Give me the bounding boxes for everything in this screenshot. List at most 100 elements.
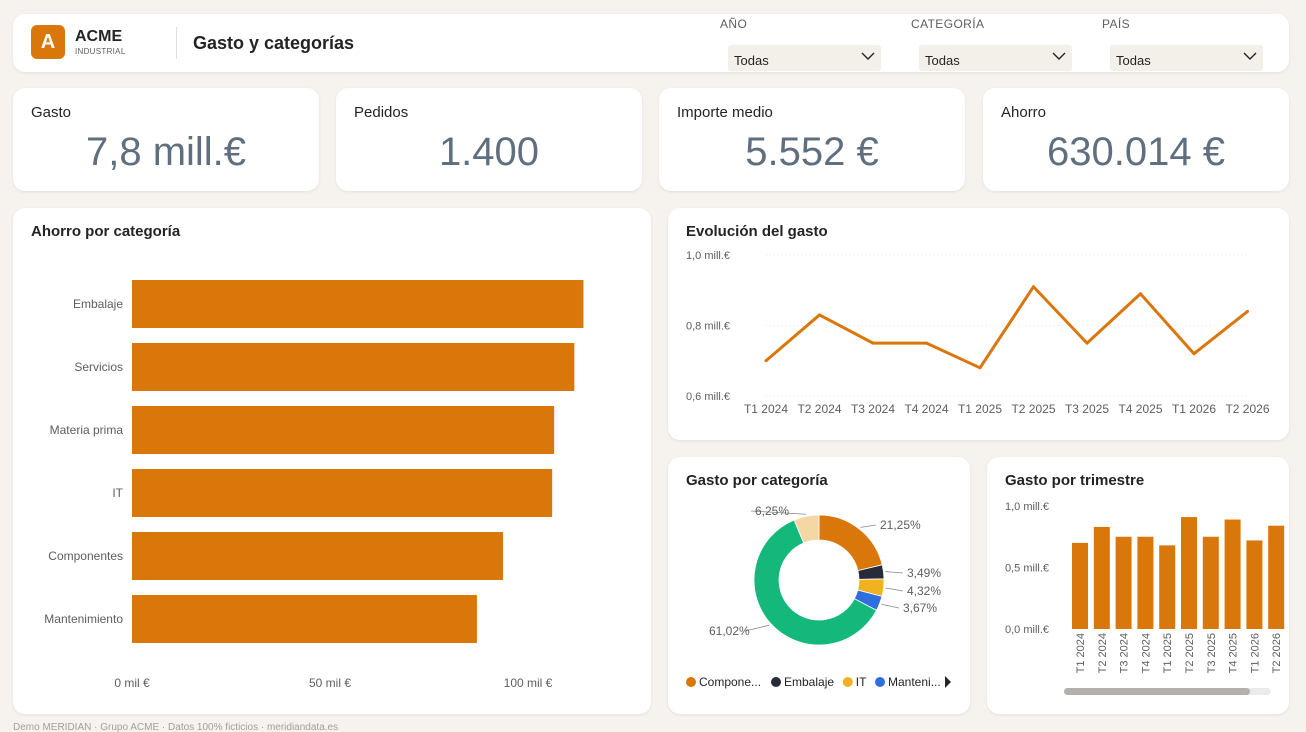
filter-country-dropdown[interactable]: Todas xyxy=(1110,45,1263,71)
x-tick-label: T4 2025 xyxy=(1118,402,1162,416)
kpi-card-importe-medio[interactable]: Importe medio 5.552 € xyxy=(659,88,965,191)
x-tick-label: T4 2024 xyxy=(1140,633,1152,673)
data-point xyxy=(871,341,875,345)
kpi-card-pedidos[interactable]: Pedidos 1.400 xyxy=(336,88,642,191)
filter-year-label: AÑO xyxy=(720,17,748,31)
bar xyxy=(132,469,553,517)
data-point xyxy=(1085,341,1089,345)
x-tick-label: T3 2024 xyxy=(851,402,895,416)
logo-subtitle: INDUSTRIAL xyxy=(75,47,126,56)
acme-logo-icon: A xyxy=(31,25,65,59)
filter-year-dropdown[interactable]: Todas xyxy=(728,45,881,71)
y-tick-label: 0,6 mill.€ xyxy=(686,391,730,403)
line-chart-svg: 0,6 mill.€ 0,8 mill.€ 1,0 mill.€ T1 2024 T2 … xyxy=(686,250,1270,416)
chart-gasto-por-categoria[interactable]: Gasto por categoría 21,25% 3,49% 4,32% 3,67… xyxy=(668,457,970,714)
x-tick-label: T1 2026 xyxy=(1172,402,1216,416)
x-tick-label: T2 2024 xyxy=(797,402,841,416)
kpi-value: 7,8 mill.€ xyxy=(85,130,247,174)
leader-line xyxy=(744,624,770,632)
slice xyxy=(793,514,820,544)
leader-line xyxy=(881,603,900,609)
category-label: Servicios xyxy=(74,360,123,374)
x-tick-label: 100 mil € xyxy=(504,676,553,690)
filter-category-value: Todas xyxy=(925,53,960,68)
x-tick-label: T2 2025 xyxy=(1011,402,1055,416)
data-label: 61,02% xyxy=(709,624,750,638)
bar xyxy=(1072,542,1088,629)
header-bar: A ACME INDUSTRIAL Gasto y categorías AÑO… xyxy=(13,14,1289,72)
bar xyxy=(132,406,555,454)
x-tick-label: T1 2025 xyxy=(958,402,1002,416)
bar xyxy=(132,280,584,328)
kpi-title: Ahorro xyxy=(1001,104,1047,121)
kpi-card-ahorro[interactable]: Ahorro 630.014 € xyxy=(983,88,1289,191)
leader-line xyxy=(750,510,806,515)
kpi-value: 630.014 € xyxy=(1047,130,1225,174)
kpi-value: 5.552 € xyxy=(745,130,879,174)
chevron-down-icon xyxy=(861,52,875,60)
legend-label: Compone... xyxy=(699,675,761,689)
footer-text: Demo MERIDIAN · Grupo ACME · Datos 100% … xyxy=(13,722,339,732)
x-tick-label: T3 2024 xyxy=(1119,633,1131,673)
chart-title: Evolución del gasto xyxy=(686,223,828,240)
data-label: 6,25% xyxy=(755,504,789,518)
bar xyxy=(1137,536,1154,629)
bar xyxy=(1159,545,1176,629)
x-tick-label: T2 2024 xyxy=(1097,633,1109,673)
chart-ahorro-por-categoria[interactable]: Ahorro por categoría Embalaje Servicios Ma… xyxy=(13,208,651,714)
x-tick-label: 50 mil € xyxy=(309,676,351,690)
data-label: 4,32% xyxy=(907,584,941,598)
y-tick-label: 1,0 mill.€ xyxy=(686,250,730,262)
bar xyxy=(132,343,575,391)
chevron-down-icon xyxy=(1243,52,1257,60)
data-point xyxy=(1192,352,1196,356)
bar xyxy=(1268,525,1285,629)
legend-marker xyxy=(842,677,853,687)
chart-gasto-por-trimestre[interactable]: Gasto por trimestre 0,0 mill.€ 0,5 mill.€… xyxy=(987,457,1289,714)
header-divider xyxy=(176,27,177,59)
category-label: Componentes xyxy=(48,549,123,563)
x-tick-label: T3 2025 xyxy=(1065,402,1109,416)
chart-title: Ahorro por categoría xyxy=(31,223,181,240)
category-label: Mantenimiento xyxy=(44,612,123,626)
legend-next-arrow-icon xyxy=(945,676,951,688)
leader-line xyxy=(885,571,904,574)
x-tick-label: T4 2025 xyxy=(1228,633,1240,673)
chart-evolucion-gasto[interactable]: Evolución del gasto 0,6 mill.€ 0,8 mill.€… xyxy=(668,208,1289,440)
series-line xyxy=(765,285,1249,370)
y-tick-label: 0,0 mill.€ xyxy=(1005,624,1049,636)
kpi-card-gasto[interactable]: Gasto 7,8 mill.€ xyxy=(13,88,319,191)
kpi-title: Gasto xyxy=(31,104,72,121)
data-point xyxy=(978,366,982,370)
bar xyxy=(1224,519,1241,629)
filter-category-dropdown[interactable]: Todas xyxy=(919,45,1072,71)
x-tick-label: T2 2026 xyxy=(1271,633,1283,673)
category-label: IT xyxy=(112,486,123,500)
chevron-down-icon xyxy=(1052,52,1066,60)
chart-title: Gasto por trimestre xyxy=(1005,472,1145,489)
data-point xyxy=(818,313,821,317)
filter-country-label: PAÍS xyxy=(1102,17,1131,31)
bar xyxy=(1181,517,1197,629)
y-tick-label: 0,5 mill.€ xyxy=(1005,563,1049,575)
data-point xyxy=(764,359,768,363)
logo-letter: A xyxy=(40,30,56,53)
x-tick-label: T1 2024 xyxy=(1075,633,1087,673)
legend-marker xyxy=(875,677,885,687)
data-point xyxy=(925,341,928,345)
data-label: 3,67% xyxy=(903,601,937,615)
kpi-value: 1.400 xyxy=(438,130,540,174)
x-tick-label: 0 mil € xyxy=(114,676,150,690)
chart-title: Gasto por categoría xyxy=(686,472,828,489)
data-label: 3,49% xyxy=(907,566,941,580)
data-point xyxy=(1032,285,1035,289)
filter-country-value: Todas xyxy=(1116,53,1151,68)
legend-label: Manteni... xyxy=(888,675,941,689)
legend-marker xyxy=(686,677,696,687)
x-tick-label: T2 2025 xyxy=(1184,633,1196,673)
legend-label: Embalaje xyxy=(784,675,834,689)
donut-chart-svg: 21,25% 3,49% 4,32% 3,67% 61,02% 6,25% Compone.… xyxy=(686,504,951,689)
legend-label: IT xyxy=(856,675,867,689)
bar xyxy=(132,532,504,580)
data-label: 21,25% xyxy=(880,518,921,532)
